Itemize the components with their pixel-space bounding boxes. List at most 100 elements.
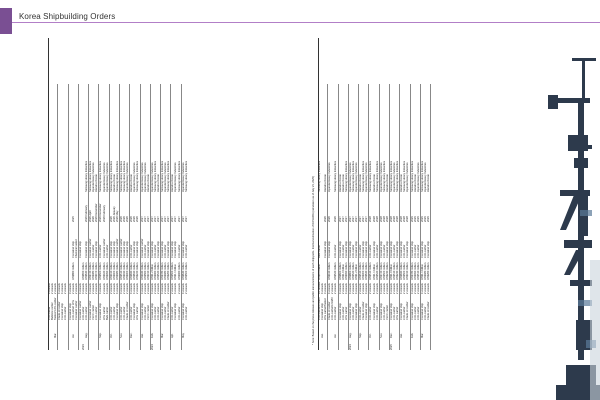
table-cell <box>178 320 181 338</box>
table-cell: Chemical tanker <box>74 239 78 258</box>
table-cell: 2026 February <box>85 205 89 222</box>
table-cell: 2027 <box>157 216 160 222</box>
table-row: LNG carrier 2 vessels US$500 million LNG ca… <box>185 84 188 350</box>
table-cell <box>85 84 88 144</box>
table-cell: US$480 million <box>115 262 119 280</box>
table-cell: LNG carrier <box>105 244 109 258</box>
table-cell <box>406 320 409 338</box>
table-cell: US$390 million <box>105 262 109 280</box>
table-cell: VLCC carrier <box>385 305 389 320</box>
table-cell: Samsung Heavy Industries <box>334 161 338 192</box>
table-cell <box>116 84 119 144</box>
table-cell: Samsung Heavy Industries <box>375 161 379 192</box>
table-cell: LNG carrier <box>334 244 338 258</box>
table-cell: 2026 <box>334 216 338 222</box>
table-cell <box>75 320 78 338</box>
table-cell: 2027 <box>344 216 348 222</box>
table-cell: Container carrier <box>74 300 78 320</box>
table-cell: US$640 million <box>85 262 89 280</box>
table-cell <box>64 258 67 280</box>
table-cell: Mar. <box>54 332 58 338</box>
header-rule <box>12 22 600 23</box>
table-cell <box>417 84 420 144</box>
table-cell: 2026 December <box>95 203 99 222</box>
table-cell <box>75 84 78 144</box>
shipyard-crane-icon <box>520 40 600 400</box>
table-cell <box>64 222 67 258</box>
table-cell: Samsung Heavy Industries <box>177 161 181 192</box>
table-cell: LNG carrier <box>85 306 89 320</box>
table-cell: Container ship <box>167 241 171 258</box>
table-cell <box>345 338 348 350</box>
table-cell: 2 vessels <box>64 283 68 294</box>
table-cell: 2 vessels <box>334 283 338 294</box>
table-cell: Container ship <box>385 241 389 258</box>
table-cell: US$240 million <box>385 262 389 280</box>
table-cell: Container ship <box>365 241 369 258</box>
table-cell <box>376 84 379 144</box>
table-cell: 4 vessels <box>105 283 109 294</box>
table-cell <box>386 338 389 350</box>
table-cell <box>427 84 430 144</box>
table-cell: US$240 million <box>396 262 400 280</box>
table-cell <box>185 84 188 144</box>
table-cell: 2027 <box>167 216 171 222</box>
table-cell: 2 vessels <box>85 283 89 294</box>
table-cell: US$310 million <box>146 262 150 280</box>
table-cell <box>126 84 129 144</box>
table-cell: 2028 <box>375 216 379 222</box>
table-cell: US$520 million <box>375 262 379 280</box>
table-cell: 2 vessels <box>157 283 160 294</box>
table-cell: Hyundai Heavy Industries <box>365 162 369 192</box>
table-cell: Bulk carrier <box>105 306 109 320</box>
table-cell: 2026 <box>126 216 130 222</box>
section-tab <box>0 8 12 34</box>
table-cell: 3 vessels <box>324 283 328 294</box>
table-cell <box>136 320 139 338</box>
table-cell: US$520 million <box>157 262 160 280</box>
table-cell: 2026 <box>324 216 328 222</box>
table-cell: 4 vessels <box>355 283 359 294</box>
table-cell: 2 vessels <box>167 283 171 294</box>
table-cell <box>396 320 399 338</box>
table-cell <box>136 338 139 350</box>
table-cell: Container ship <box>157 241 160 258</box>
table-cell <box>106 338 109 350</box>
table-cell: US$520 million <box>334 262 338 280</box>
table-cell: 2028 <box>385 216 389 222</box>
page-header: Korea Shipbuilding Orders <box>0 0 600 40</box>
table-cell <box>365 338 368 350</box>
table-cell: Hanwha Ocean <box>385 174 389 192</box>
table-cell <box>396 338 399 350</box>
left-table-top-rule <box>48 38 49 350</box>
table-cell <box>178 338 181 350</box>
table-cell <box>64 84 67 144</box>
table-cell: LNG carrier <box>184 306 188 320</box>
table-cell: Container ship <box>365 303 369 320</box>
table-cell <box>386 320 389 338</box>
table-cell: 2 vessels <box>136 283 140 294</box>
table-cell: 2 vessels <box>126 283 130 294</box>
table-cell <box>324 320 327 338</box>
table-cell <box>75 192 78 222</box>
table-cell: 2026 May <box>115 210 119 222</box>
table-cell <box>324 258 327 280</box>
table-cell: US$500 million <box>184 262 188 280</box>
table-cell <box>417 320 420 338</box>
table-cell <box>116 320 119 338</box>
table-cell <box>376 338 379 350</box>
table-cell: LPG carrier <box>396 306 400 320</box>
table-cell: LNG carrier <box>375 244 379 258</box>
table-cell: Samsung Heavy Industries <box>115 161 119 192</box>
table-cell <box>386 84 389 144</box>
table-cell: 2027 <box>184 216 188 222</box>
table-cell <box>157 84 160 144</box>
table-cell: Container ship <box>355 241 359 258</box>
table-cell: 2 vessels <box>406 283 410 294</box>
table-cell: 2 vessels <box>95 283 99 294</box>
table-cell: Hyundai Heavy Industries <box>406 162 410 192</box>
table-cell: Hanwha Ocean <box>324 174 328 192</box>
table-cell <box>75 144 78 192</box>
table-cell <box>64 144 67 192</box>
table-cell: Crude oil carrier <box>406 301 410 320</box>
